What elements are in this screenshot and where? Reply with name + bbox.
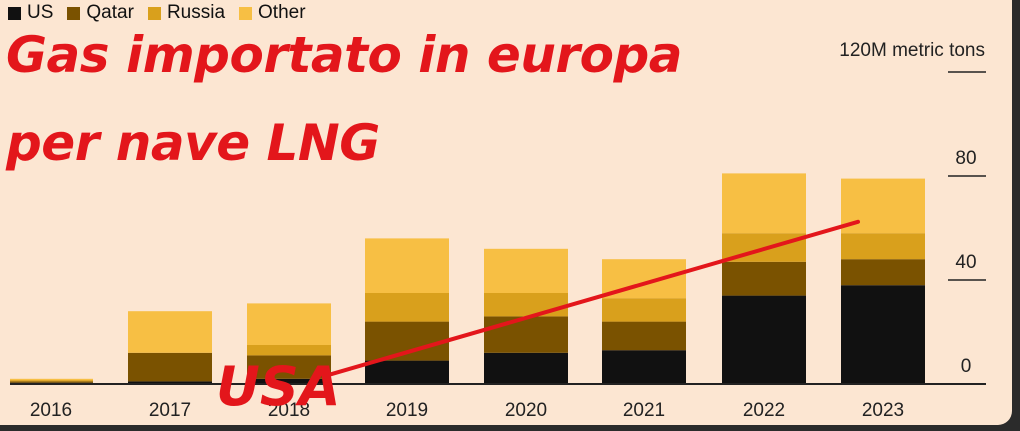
bar-us-2018 [247,378,331,384]
bar-qatar-2019 [365,321,449,361]
legend-label: Russia [166,2,226,23]
bar-us-2023 [841,285,925,384]
y-tick-label-0: 0 [961,356,972,377]
bar-us-2021 [602,350,686,384]
bar-other-2022 [722,173,806,234]
bar-russia-2021 [602,298,686,322]
x-tick-label-2016: 2016 [30,400,72,421]
x-tick-label-2018: 2018 [268,400,310,421]
bar-qatar-2020 [484,316,568,353]
legend-label: Qatar [86,2,134,23]
bar-other-2017 [128,311,212,353]
legend-swatch [8,6,21,20]
bar-qatar-2021 [602,321,686,351]
y-tick-label-40: 40 [955,252,976,273]
bar-us-2022 [722,295,806,384]
bar-other-2020 [484,248,568,293]
x-tick-label-2023: 2023 [862,400,904,421]
bar-us-2017 [128,381,212,384]
bar-us-2019 [365,360,449,384]
bar-other-2018 [247,303,331,345]
legend-item-qatar: Qatar [67,2,134,24]
y-axis-unit-label: 120M metric tons [839,40,985,61]
chart-legend: US Qatar Russia Other [8,2,306,24]
y-tick-label-80: 80 [955,148,976,169]
bar-other-2019 [365,238,449,293]
legend-item-russia: Russia [147,2,226,24]
bar-russia-2023 [841,233,925,260]
legend-label: Other [258,2,306,23]
bar-other-2016 [10,378,93,381]
bar-qatar-2018 [247,355,331,379]
x-tick-label-2019: 2019 [386,400,428,421]
bar-us-2020 [484,352,568,384]
bar-qatar-2016 [10,381,93,383]
bar-russia-2020 [484,293,568,317]
x-tick-label-2021: 2021 [623,400,665,421]
x-tick-label-2022: 2022 [743,400,785,421]
legend-swatch [67,6,81,20]
legend-swatch [147,6,161,20]
usa-annotation: USA [216,355,341,418]
x-tick-label-2020: 2020 [505,400,547,421]
bar-qatar-2023 [841,259,925,286]
overlay-title-line2: per nave LNG [6,114,380,172]
legend-item-other: Other [239,2,306,24]
stacked-bar-chart: 2016 2017 2018 2019 2020 2021 2022 2023 0 40 80 [10,71,986,421]
overlay-title-line1: Gas importato in europa [6,26,682,84]
bar-russia-2018 [247,345,331,356]
chart-panel: 2016 2017 2018 2019 2020 2021 2022 2023 0 40 80 US… [0,0,1012,425]
bar-qatar-2017 [128,352,212,382]
bar-russia-2019 [365,293,449,322]
legend-swatch [239,6,253,20]
legend-label: US [27,2,54,23]
x-tick-label-2017: 2017 [149,400,191,421]
trend-line-annotation [327,219,860,377]
legend-item-us: US [8,2,53,24]
bar-qatar-2022 [722,261,806,296]
bar-russia-2016 [10,380,93,382]
